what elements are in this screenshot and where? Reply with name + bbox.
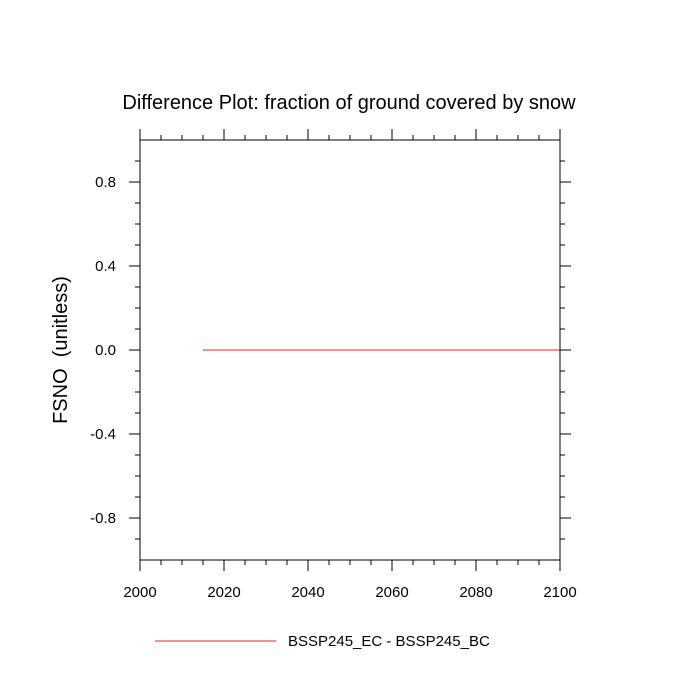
y-tick-label: -0.4 (90, 426, 116, 443)
legend-label: BSSP245_EC - BSSP245_BC (288, 633, 490, 650)
y-tick-label: 0.8 (95, 174, 116, 191)
y-tick-label: -0.8 (90, 510, 116, 527)
x-tick-label: 2100 (543, 584, 576, 601)
x-tick-label: 2020 (207, 584, 240, 601)
legend: BSSP245_EC - BSSP245_BC (155, 633, 490, 650)
x-tick-label: 2040 (291, 584, 324, 601)
y-tick-label: 0.0 (95, 342, 116, 359)
x-tick-label: 2060 (375, 584, 408, 601)
y-axis-label: FSNO (unitless) (50, 276, 72, 424)
x-tick-labels: 2000 2020 2040 2060 2080 2100 (123, 584, 576, 601)
tick-marks (129, 129, 571, 571)
y-tick-label: 0.4 (95, 258, 116, 275)
x-tick-label: 2000 (123, 584, 156, 601)
x-tick-label: 2080 (459, 584, 492, 601)
plot-frame (139, 139, 561, 561)
chart-title: Difference Plot: fraction of ground cove… (122, 92, 576, 114)
y-tick-labels: -0.8 -0.4 0.0 0.4 0.8 (90, 174, 116, 527)
